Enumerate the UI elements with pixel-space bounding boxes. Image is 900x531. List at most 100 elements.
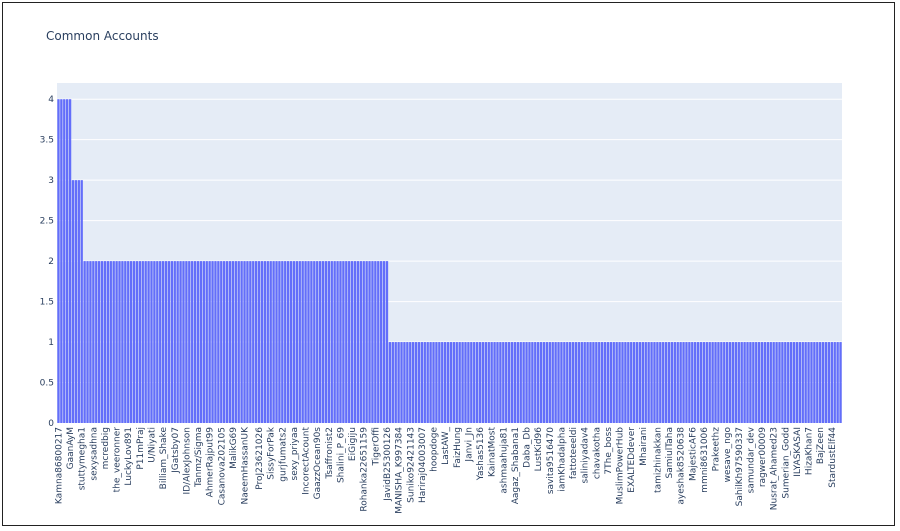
bar[interactable] (324, 261, 328, 423)
bar[interactable] (539, 342, 543, 423)
bar[interactable] (801, 342, 804, 423)
bar[interactable] (220, 261, 223, 423)
bar[interactable] (98, 261, 101, 423)
bar[interactable] (673, 342, 676, 423)
bar[interactable] (769, 342, 772, 423)
bar[interactable] (699, 342, 703, 423)
bar[interactable] (659, 342, 662, 423)
bar[interactable] (292, 261, 296, 423)
bar[interactable] (417, 342, 421, 423)
bar[interactable] (356, 261, 360, 423)
bar[interactable] (816, 342, 819, 423)
bar[interactable] (804, 342, 807, 423)
bar[interactable] (481, 342, 485, 423)
bar[interactable] (612, 342, 615, 423)
bar[interactable] (304, 261, 307, 423)
bar[interactable] (734, 342, 738, 423)
bar[interactable] (513, 342, 517, 423)
bar[interactable] (493, 342, 496, 423)
bar[interactable] (577, 342, 581, 423)
bar[interactable] (173, 261, 176, 423)
bar[interactable] (708, 342, 711, 423)
bar[interactable] (752, 342, 755, 423)
bar[interactable] (135, 261, 139, 423)
bar[interactable] (429, 342, 432, 423)
bar[interactable] (720, 342, 723, 423)
bar[interactable] (647, 342, 650, 423)
bar[interactable] (757, 342, 761, 423)
bar[interactable] (630, 342, 633, 423)
bar[interactable] (80, 180, 83, 423)
bar[interactable] (316, 261, 319, 423)
bar[interactable] (795, 342, 799, 423)
bar[interactable] (467, 342, 470, 423)
bar[interactable] (839, 342, 842, 423)
bar[interactable] (667, 342, 671, 423)
bar[interactable] (388, 342, 392, 423)
bar[interactable] (621, 342, 624, 423)
bar[interactable] (350, 261, 354, 423)
bar[interactable] (359, 261, 362, 423)
bar[interactable] (68, 99, 72, 423)
bar[interactable] (563, 342, 566, 423)
bar[interactable] (301, 261, 304, 423)
bar[interactable] (525, 342, 528, 423)
bar[interactable] (702, 342, 706, 423)
bar[interactable] (179, 261, 182, 423)
bar[interactable] (284, 261, 287, 423)
bar[interactable] (569, 342, 572, 423)
bar[interactable] (484, 342, 487, 423)
bar[interactable] (327, 261, 330, 423)
bar[interactable] (819, 342, 822, 423)
bar[interactable] (833, 342, 836, 423)
bar[interactable] (196, 261, 200, 423)
bar[interactable] (278, 261, 281, 423)
bar[interactable] (83, 261, 86, 423)
bar[interactable] (426, 342, 429, 423)
bar[interactable] (464, 342, 467, 423)
bar[interactable] (63, 99, 66, 423)
bar[interactable] (348, 261, 351, 423)
bar[interactable] (696, 342, 700, 423)
bar[interactable] (234, 261, 237, 423)
bar[interactable] (66, 99, 69, 423)
bar[interactable] (807, 342, 810, 423)
bar[interactable] (164, 261, 168, 423)
bar[interactable] (394, 342, 397, 423)
bar[interactable] (711, 342, 714, 423)
bar[interactable] (307, 261, 310, 423)
bar[interactable] (74, 180, 78, 423)
bar[interactable] (778, 342, 781, 423)
bar[interactable] (161, 261, 165, 423)
bar[interactable] (382, 261, 386, 423)
bar[interactable] (746, 342, 749, 423)
bar[interactable] (827, 342, 831, 423)
bar[interactable] (159, 261, 162, 423)
bar[interactable] (147, 261, 150, 423)
bar[interactable] (281, 261, 284, 423)
bar[interactable] (249, 261, 252, 423)
bar[interactable] (199, 261, 203, 423)
bar[interactable] (127, 261, 130, 423)
bar[interactable] (470, 342, 473, 423)
bar[interactable] (144, 261, 147, 423)
bar[interactable] (542, 342, 546, 423)
bar[interactable] (260, 261, 264, 423)
bar[interactable] (656, 342, 659, 423)
bar[interactable] (263, 261, 267, 423)
bar[interactable] (446, 342, 450, 423)
bar[interactable] (342, 261, 345, 423)
bar[interactable] (766, 342, 770, 423)
bar[interactable] (289, 261, 293, 423)
bar[interactable] (362, 261, 365, 423)
bar[interactable] (792, 342, 796, 423)
bar[interactable] (92, 261, 95, 423)
bar[interactable] (606, 342, 610, 423)
bar[interactable] (772, 342, 775, 423)
bar[interactable] (595, 342, 598, 423)
bar[interactable] (441, 342, 444, 423)
bar[interactable] (638, 342, 642, 423)
bar[interactable] (191, 261, 194, 423)
bar[interactable] (598, 342, 601, 423)
bar[interactable] (109, 261, 112, 423)
